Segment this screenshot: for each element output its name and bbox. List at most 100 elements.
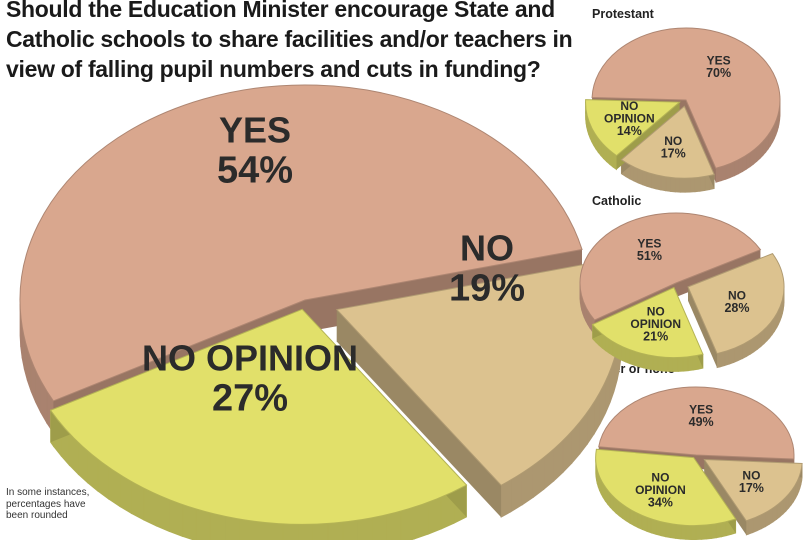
catholic-slice-side [692, 354, 699, 371]
catholic-slice-side [657, 356, 664, 372]
protestant-slice-no-opinion [585, 99, 681, 157]
other-slice-side [710, 523, 717, 539]
overall-yes-value-label: 54% [217, 150, 293, 192]
catholic-no-opinion-value-label: 21% [643, 329, 668, 343]
catholic-slice-side [728, 347, 735, 365]
protestant-slice-side [725, 162, 731, 180]
overall-slice-side [327, 521, 344, 540]
other-no-label: NO [742, 468, 760, 482]
other-slice-side [705, 524, 712, 540]
protestant-slice-side [729, 161, 735, 179]
chart-title: Should the Education Minister encourage … [6, 0, 573, 82]
overall-slice-side [414, 501, 429, 540]
other-slice-edge [704, 459, 747, 535]
catholic-no-opinion-label: NO [647, 304, 665, 318]
other-slice-side [700, 524, 707, 540]
other-slice-no-opinion [595, 448, 737, 527]
catholic-slice-no [687, 252, 785, 355]
catholic-no-label: NO [728, 288, 746, 302]
overall-slice-side [312, 523, 329, 540]
protestant-slice-side [716, 166, 722, 183]
protestant-slice-side [694, 176, 701, 193]
other-slice-side [675, 523, 682, 540]
protestant-slice-side [684, 177, 691, 193]
protestant-slice-side [704, 175, 710, 192]
other-yes-label: YES [689, 403, 713, 417]
protestant-slice-yes [591, 27, 781, 169]
overall-slice-yes [19, 84, 583, 402]
overall-slice-side [297, 523, 314, 540]
other-slice-side [646, 516, 652, 534]
catholic-no-value-label: 28% [724, 301, 749, 315]
protestant-slice-side [720, 164, 727, 182]
protestant-slice-side [646, 171, 652, 189]
catholic-slice-side [733, 346, 739, 364]
other-slice-side [752, 516, 758, 534]
overall-slice-side [282, 523, 299, 540]
catholic-slice-edge [688, 286, 718, 368]
overall-slice-side [357, 517, 373, 540]
overall-slice-side [427, 496, 442, 535]
overall-slice-side [400, 506, 415, 540]
other-slice-side [745, 519, 749, 536]
protestant-no-opinion-label: OPINION [604, 112, 655, 126]
protestant-slice-side [674, 177, 681, 193]
other-slice-side [641, 514, 648, 532]
other-yes-value-label: 49% [689, 415, 714, 429]
overall-slice-side [238, 518, 255, 540]
other-slice-side [665, 522, 672, 539]
other-no-value-label: 17% [739, 481, 764, 495]
overall-slice-side [253, 520, 269, 540]
other-slice-side [720, 521, 727, 538]
protestant-no-opinion-value-label: 14% [617, 124, 642, 138]
catholic-slice-side [677, 356, 684, 372]
protestant-slice-side [629, 164, 635, 182]
catholic-slice-side [667, 356, 674, 372]
catholic-slice-side [638, 352, 645, 369]
protestant-slice-side [679, 177, 686, 193]
overall-slice-no-opinion [49, 308, 468, 525]
catholic-slice-side [643, 353, 649, 370]
protestant-slice-side [637, 168, 643, 186]
overall-yes-label: YES [219, 110, 291, 151]
protestant-slice-side [689, 177, 696, 193]
other-slice-side [747, 518, 754, 535]
other-slice-side [690, 525, 697, 540]
other-no-opinion-value-label: 34% [648, 495, 673, 509]
other-slice-side [660, 521, 667, 538]
catholic-slice-no-opinion [591, 286, 704, 358]
catholic-slice-side [716, 352, 721, 369]
catholic-pie-title: Catholic [592, 194, 642, 208]
protestant-slice-side [699, 176, 706, 192]
other-slice-side [637, 512, 643, 531]
overall-no-value-label: 19% [449, 268, 525, 310]
catholic-slice-side [741, 341, 747, 360]
protestant-no-opinion-label: NO [620, 99, 638, 113]
catholic-slice-yes [579, 212, 762, 321]
other-slice-side [650, 518, 657, 535]
overall-slice-side [155, 493, 170, 533]
catholic-slice-side [737, 344, 743, 362]
other-no-opinion-label: NO [651, 470, 669, 484]
overall-no-opinion-label: NO OPINION [142, 338, 358, 379]
other-slice-side [655, 519, 662, 537]
catholic-slice-side [724, 349, 730, 367]
catholic-slice-side [652, 355, 659, 372]
protestant-slice-side [633, 166, 639, 184]
overall-slice-side [268, 522, 284, 540]
catholic-no-opinion-label: OPINION [630, 317, 681, 331]
overall-no-opinion-value-label: 27% [212, 378, 288, 420]
catholic-slice-side [682, 356, 689, 372]
overall-slice-edge [336, 309, 502, 518]
overall-slice-side [168, 498, 184, 538]
protestant-no-value-label: 17% [661, 147, 686, 161]
protestant-slice-side [655, 174, 662, 191]
protestant-slice-side [642, 170, 648, 187]
catholic-yes-label: YES [637, 237, 661, 251]
catholic-slice-side [662, 356, 669, 372]
other-slice-side [685, 524, 692, 540]
protestant-slice-side [670, 177, 676, 193]
